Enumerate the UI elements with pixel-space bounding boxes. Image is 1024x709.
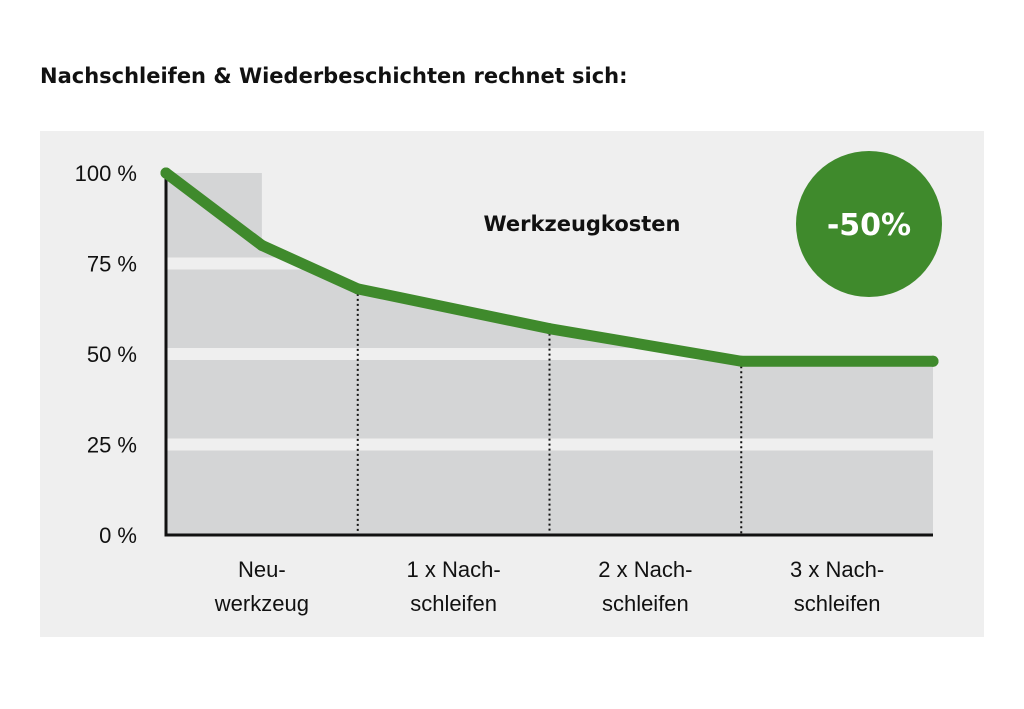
data-point [256, 239, 268, 251]
series-line-werkzeugkosten [160, 167, 939, 367]
data-point [735, 355, 747, 367]
x-category-label: 3 x Nach- [790, 557, 884, 582]
chart: 0 % 25 % 50 % 75 % 100 % Neu-werkzeug 1 x Nac… [75, 151, 942, 616]
savings-badge-text: -50% [827, 208, 911, 243]
data-point [160, 167, 172, 179]
chart-panel: 0 % 25 % 50 % 75 % 100 % Neu-werkzeug 1 x Nac… [40, 131, 984, 637]
x-category-label: schleifen [794, 591, 881, 616]
y-tick-label: 75 % [87, 252, 137, 277]
band-gap [166, 257, 933, 270]
x-category-label: werkzeug [214, 591, 309, 616]
page-title: Nachschleifen & Wiederbeschichten rechne… [40, 64, 628, 88]
data-point [544, 323, 555, 335]
data-point [352, 283, 364, 295]
x-category-label: Neu- [238, 557, 286, 582]
data-point [927, 355, 939, 367]
y-tick-label: 100 % [75, 161, 137, 186]
savings-badge [796, 151, 942, 297]
x-category-label: 1 x Nach- [407, 557, 501, 582]
x-category-label: schleifen [410, 591, 497, 616]
y-tick-label: 25 % [87, 433, 137, 458]
series-label: Werkzeugkosten [484, 212, 681, 236]
y-tick-label: 50 % [87, 342, 137, 367]
x-category-label: schleifen [602, 591, 689, 616]
y-tick-label: 0 % [99, 523, 137, 548]
x-category-label: 2 x Nach- [598, 557, 692, 582]
